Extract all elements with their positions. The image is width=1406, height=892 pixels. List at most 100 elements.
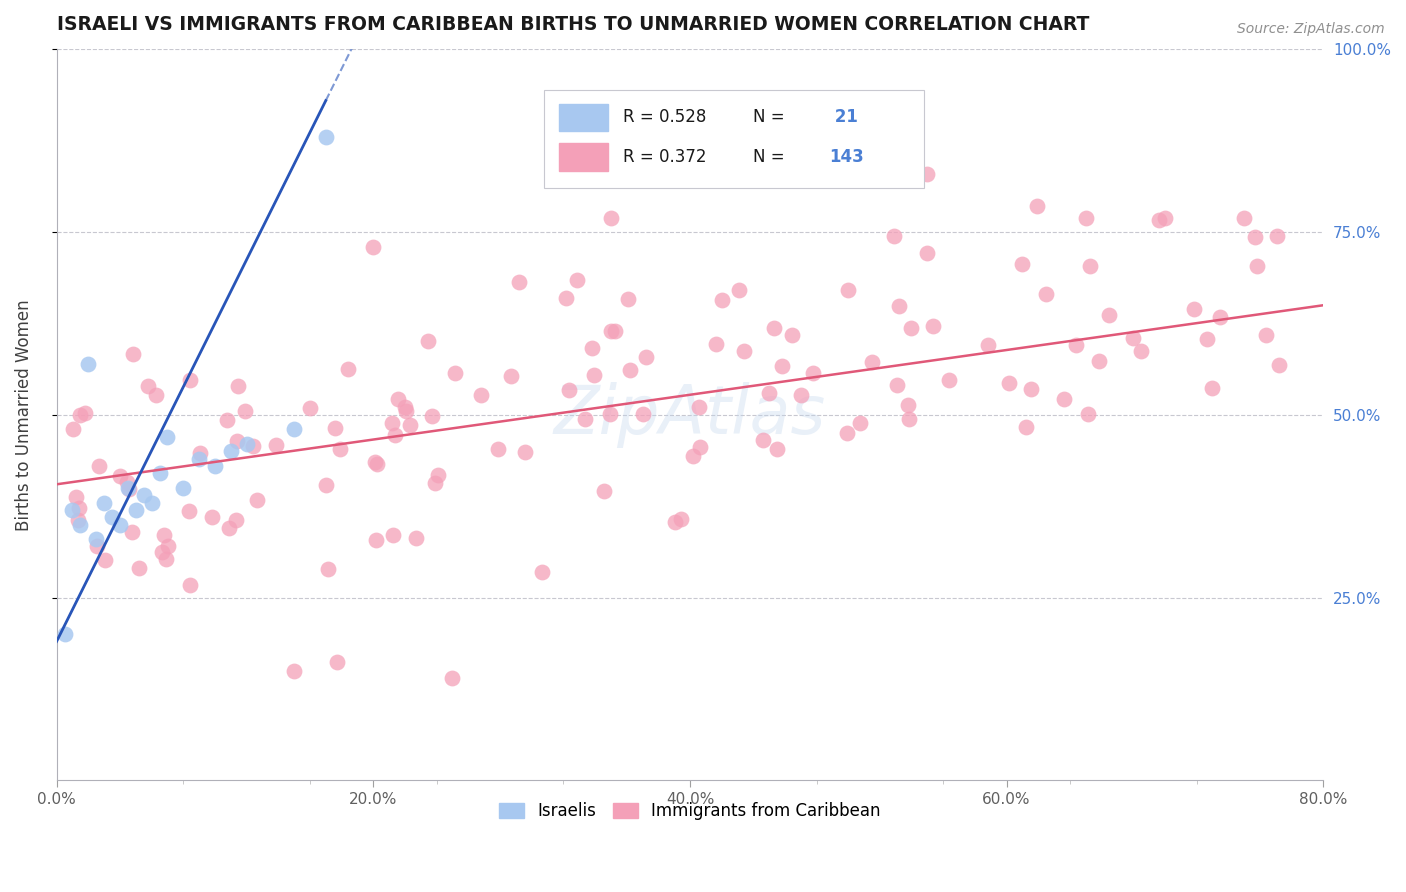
Point [443,366,465,380]
Point [766,442,789,456]
Point [148,467,170,481]
Point [567,273,589,287]
Point [1122,331,1144,345]
Point [599,211,621,225]
Point [108,469,131,483]
Point [486,442,509,456]
Point [125,503,148,517]
Point [1066,338,1088,352]
Y-axis label: Births to Unmarried Women: Births to Unmarried Women [15,299,32,531]
Point [1209,310,1232,325]
Point [1098,308,1121,322]
Point [592,484,614,499]
Point [89,458,111,473]
Point [997,376,1019,390]
Point [531,565,554,579]
Point [583,368,606,382]
Point [132,488,155,502]
Point [204,458,226,473]
Point [188,446,211,460]
Point [298,401,321,416]
Point [69,517,91,532]
Point [69,409,91,423]
Point [938,374,960,388]
Point [361,240,384,254]
Point [235,437,257,451]
Point [977,338,1000,352]
Point [752,434,775,448]
Text: 143: 143 [830,148,865,166]
Point [315,130,337,145]
Point [177,504,200,518]
Point [315,478,337,492]
Point [150,545,173,559]
Point [835,426,858,441]
Point [387,392,409,406]
Point [201,510,224,524]
Point [225,513,247,527]
Point [283,422,305,436]
Point [664,515,686,529]
Point [62,503,84,517]
Point [883,228,905,243]
Point [155,552,177,566]
Point [758,386,780,401]
Point [101,510,124,524]
Point [499,368,522,383]
Point [128,560,150,574]
Point [599,407,621,421]
Point [219,444,242,458]
Point [470,388,492,402]
Point [218,520,240,534]
Point [837,283,859,297]
Point [426,467,449,482]
Point [770,359,793,373]
Point [93,495,115,509]
Point [554,292,576,306]
Point [316,562,339,576]
Point [382,527,405,541]
Point [619,363,641,377]
Point [508,275,530,289]
Point [1246,259,1268,273]
Text: 21: 21 [830,109,858,127]
Text: R = 0.528: R = 0.528 [623,109,706,127]
Point [141,495,163,509]
Point [922,318,945,333]
Point [86,540,108,554]
Point [121,524,143,539]
Point [1154,211,1177,225]
Point [364,455,387,469]
Point [67,500,90,515]
Point [1265,228,1288,243]
Point [179,578,201,592]
Point [689,440,711,454]
Point [226,379,249,393]
Point [381,417,404,431]
Point [1088,353,1111,368]
Point [329,442,352,457]
Point [900,321,922,335]
Point [246,493,269,508]
Point [917,246,939,260]
Point [395,404,418,418]
Point [336,362,359,376]
Point [394,401,416,415]
Point [157,539,180,553]
Point [215,412,238,426]
Point [897,398,920,412]
Text: ISRAELI VS IMMIGRANTS FROM CARIBBEAN BIRTHS TO UNMARRIED WOMEN CORRELATION CHART: ISRAELI VS IMMIGRANTS FROM CARIBBEAN BIR… [56,15,1090,34]
Point [326,655,349,669]
Point [242,440,264,454]
Point [669,511,692,525]
Point [77,357,100,371]
Point [264,438,287,452]
Point [117,475,139,489]
Point [710,293,733,307]
Point [84,532,107,546]
Point [420,409,443,424]
Point [172,481,194,495]
Point [425,476,447,491]
Point [1077,407,1099,421]
Text: ZipAtlas: ZipAtlas [554,382,827,448]
